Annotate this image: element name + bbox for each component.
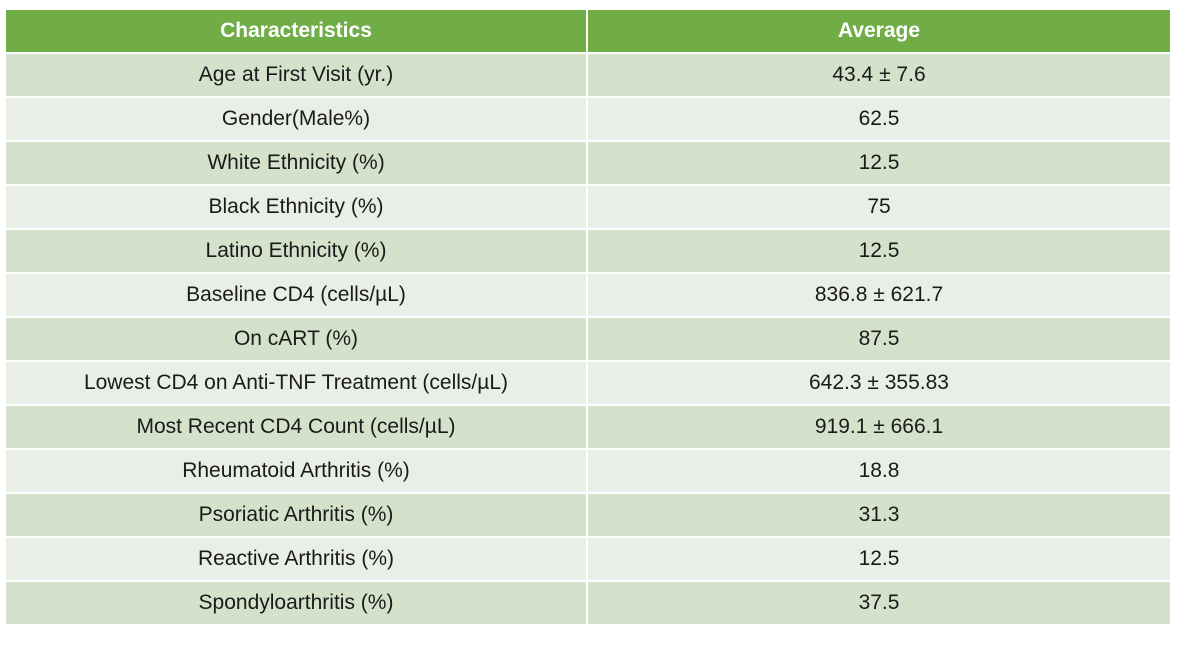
table-row: Most Recent CD4 Count (cells/µL) 919.1 ±… bbox=[4, 404, 1172, 450]
table-row: White Ethnicity (%) 12.5 bbox=[4, 140, 1172, 186]
table-row: Spondyloarthritis (%) 37.5 bbox=[4, 580, 1172, 626]
average-cell: 836.8 ± 621.7 bbox=[586, 272, 1172, 318]
characteristic-cell: Black Ethnicity (%) bbox=[4, 184, 588, 230]
table-row: Rheumatoid Arthritis (%) 18.8 bbox=[4, 448, 1172, 494]
table-row: Psoriatic Arthritis (%) 31.3 bbox=[4, 492, 1172, 538]
characteristic-cell: Baseline CD4 (cells/µL) bbox=[4, 272, 588, 318]
table-row: Gender(Male%) 62.5 bbox=[4, 96, 1172, 142]
table-row: Latino Ethnicity (%) 12.5 bbox=[4, 228, 1172, 274]
characteristic-cell: Most Recent CD4 Count (cells/µL) bbox=[4, 404, 588, 450]
header-average: Average bbox=[586, 8, 1172, 54]
characteristic-cell: Lowest CD4 on Anti-TNF Treatment (cells/… bbox=[4, 360, 588, 406]
average-cell: 62.5 bbox=[586, 96, 1172, 142]
average-cell: 12.5 bbox=[586, 536, 1172, 582]
characteristic-cell: Reactive Arthritis (%) bbox=[4, 536, 588, 582]
characteristic-cell: On cART (%) bbox=[4, 316, 588, 362]
average-cell: 919.1 ± 666.1 bbox=[586, 404, 1172, 450]
average-cell: 87.5 bbox=[586, 316, 1172, 362]
characteristic-cell: Psoriatic Arthritis (%) bbox=[4, 492, 588, 538]
average-cell: 12.5 bbox=[586, 140, 1172, 186]
table-row: Lowest CD4 on Anti-TNF Treatment (cells/… bbox=[4, 360, 1172, 406]
characteristic-cell: Gender(Male%) bbox=[4, 96, 588, 142]
table-row: On cART (%) 87.5 bbox=[4, 316, 1172, 362]
average-cell: 37.5 bbox=[586, 580, 1172, 626]
average-cell: 75 bbox=[586, 184, 1172, 230]
characteristic-cell: Spondyloarthritis (%) bbox=[4, 580, 588, 626]
table-row: Age at First Visit (yr.) 43.4 ± 7.6 bbox=[4, 52, 1172, 98]
average-cell: 12.5 bbox=[586, 228, 1172, 274]
characteristic-cell: White Ethnicity (%) bbox=[4, 140, 588, 186]
table-header-row: Characteristics Average bbox=[4, 8, 1172, 54]
characteristic-cell: Age at First Visit (yr.) bbox=[4, 52, 588, 98]
header-characteristics: Characteristics bbox=[4, 8, 588, 54]
characteristic-cell: Latino Ethnicity (%) bbox=[4, 228, 588, 274]
table-row: Reactive Arthritis (%) 12.5 bbox=[4, 536, 1172, 582]
average-cell: 43.4 ± 7.6 bbox=[586, 52, 1172, 98]
table-row: Baseline CD4 (cells/µL) 836.8 ± 621.7 bbox=[4, 272, 1172, 318]
average-cell: 642.3 ± 355.83 bbox=[586, 360, 1172, 406]
table-row: Black Ethnicity (%) 75 bbox=[4, 184, 1172, 230]
characteristics-table-container: Characteristics Average Age at First Vis… bbox=[4, 8, 1172, 626]
average-cell: 31.3 bbox=[586, 492, 1172, 538]
average-cell: 18.8 bbox=[586, 448, 1172, 494]
characteristic-cell: Rheumatoid Arthritis (%) bbox=[4, 448, 588, 494]
characteristics-table: Characteristics Average Age at First Vis… bbox=[4, 8, 1172, 626]
